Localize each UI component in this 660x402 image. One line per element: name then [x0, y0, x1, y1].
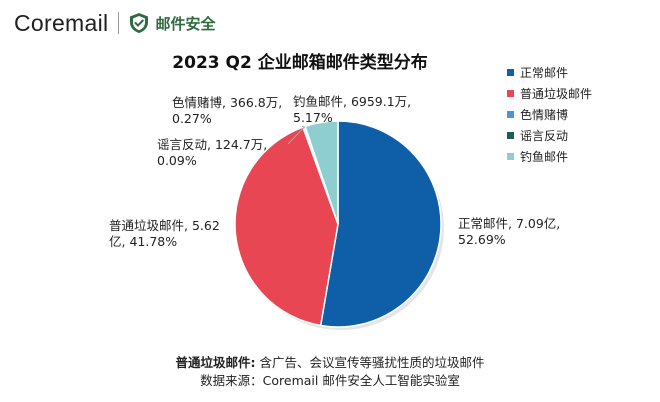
chart-legend: 正常邮件 普通垃圾邮件 色情赌博 谣言反动 钓鱼邮件: [507, 62, 592, 167]
data-label-rumor-reactionary: 谣言反动, 124.7万, 0.09%: [157, 137, 268, 168]
legend-item-rumor-reactionary: 谣言反动: [507, 125, 592, 146]
brand-header: Coremail 邮件安全: [14, 8, 215, 38]
leader-line-rumor-reactionary: [287, 126, 306, 145]
brand-divider: [118, 12, 120, 34]
legend-swatch: [507, 69, 514, 76]
brand-name: Coremail: [14, 9, 109, 36]
legend-swatch: [507, 132, 514, 139]
chart-title: 2023 Q2 企业邮箱邮件类型分布: [172, 53, 428, 73]
shield-icon: [130, 13, 149, 33]
legend-label: 钓鱼邮件: [520, 150, 569, 164]
data-label-phishing-mail: 钓鱼邮件, 6959.1万, 5.17%: [293, 94, 412, 125]
pie-slice-phishing-mail: [304, 120, 339, 225]
legend-label: 普通垃圾邮件: [520, 87, 593, 101]
footnote-definition: 普通垃圾邮件: 含广告、会议宣传等骚扰性质的垃圾邮件: [0, 352, 660, 371]
pie-slice-normal-mail: [319, 120, 442, 328]
legend-item-spam-mail: 普通垃圾邮件: [507, 83, 592, 104]
legend-label: 正常邮件: [520, 66, 569, 80]
footnote-source: 数据来源：Coremail 邮件安全人工智能实验室: [200, 373, 460, 388]
footnote-term: 普通垃圾邮件:: [175, 355, 256, 370]
legend-item-phishing-mail: 钓鱼邮件: [507, 146, 592, 167]
legend-swatch: [507, 153, 514, 160]
legend-item-porn-gambling: 色情赌博: [507, 104, 592, 125]
data-label-porn-gambling: 色情赌博, 366.8万, 0.27%: [172, 95, 283, 126]
legend-item-normal-mail: 正常邮件: [507, 62, 592, 83]
footnote-definition-text: 含广告、会议宣传等骚扰性质的垃圾邮件: [259, 355, 485, 370]
data-label-normal-mail: 正常邮件, 7.09亿, 52.69%: [458, 216, 561, 247]
brand-tag: 邮件安全: [155, 14, 216, 33]
legend-label: 谣言反动: [520, 129, 569, 143]
legend-swatch: [507, 90, 514, 97]
pie-slice-spam-mail: [234, 126, 339, 327]
legend-swatch: [507, 111, 514, 118]
leader-line-porn-gambling: [301, 125, 305, 128]
data-label-spam-mail: 普通垃圾邮件, 5.62 亿, 41.78%: [109, 218, 220, 249]
legend-label: 色情赌博: [520, 108, 569, 122]
